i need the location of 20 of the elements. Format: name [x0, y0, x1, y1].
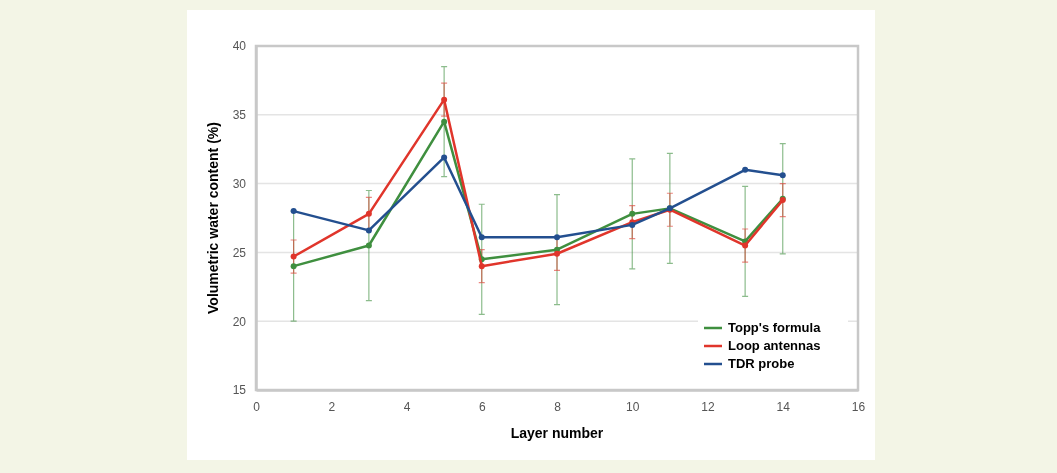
x-tick-label: 2: [328, 399, 336, 414]
y-tick-label: 25: [232, 245, 247, 260]
y-axis-title: Volumetric water content (%): [205, 122, 221, 314]
x-tick-label: 14: [776, 399, 791, 414]
x-tick-label: 12: [701, 399, 715, 414]
y-tick-label: 15: [232, 383, 247, 398]
y-tick-label: 40: [232, 39, 247, 54]
x-tick-label: 8: [554, 399, 562, 414]
legend-label: Topp's formula: [728, 320, 822, 335]
legend-label: Loop antennas: [728, 338, 821, 353]
legend-label: TDR probe: [728, 356, 795, 371]
x-tick-label: 16: [851, 399, 866, 414]
x-tick-label: 10: [626, 399, 640, 414]
y-tick-label: 35: [232, 108, 247, 123]
x-tick-label: 6: [478, 399, 486, 414]
x-tick-label: 4: [403, 399, 411, 414]
y-tick-label: 20: [232, 314, 247, 329]
x-tick-label: 0: [253, 399, 261, 414]
y-tick-label: 30: [232, 176, 247, 191]
x-axis-title: Layer number: [510, 425, 604, 441]
